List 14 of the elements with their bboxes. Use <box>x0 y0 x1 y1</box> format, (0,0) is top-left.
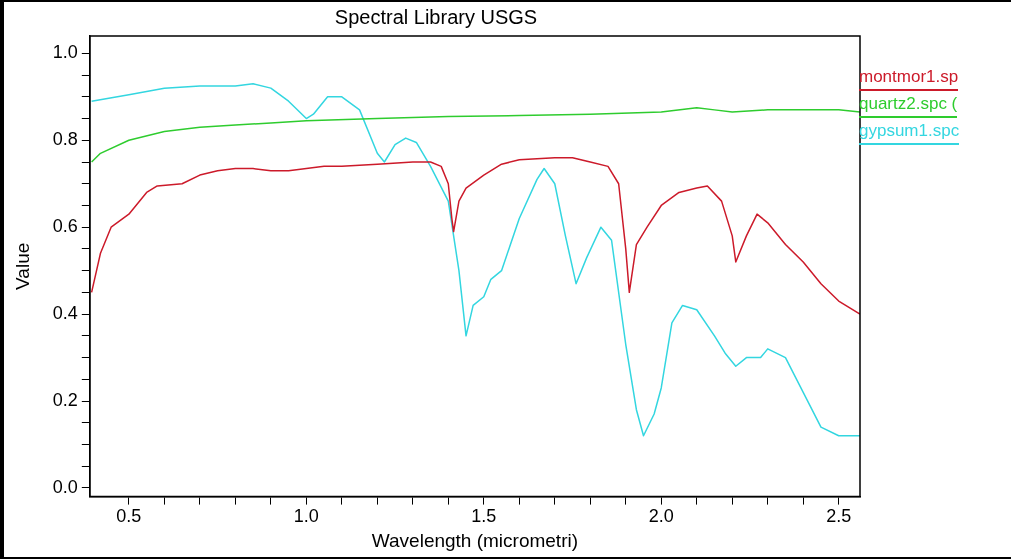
y-tick-label: 0.0 <box>52 476 78 497</box>
x-tick-label: 2.5 <box>826 506 852 527</box>
x-tick-label: 1.5 <box>471 506 497 527</box>
x-tick-label: 1.0 <box>293 506 319 527</box>
x-tick-label: 2.0 <box>648 506 674 527</box>
x-tick-label: 0.5 <box>116 506 142 527</box>
y-tick-label: 0.8 <box>52 129 78 150</box>
y-tick-label: 0.2 <box>52 389 78 410</box>
y-tick-label: 0.4 <box>52 303 78 324</box>
y-tick-label: 0.6 <box>52 216 78 237</box>
chart-title: Spectral Library USGS <box>334 5 538 28</box>
y-axis-title: Value <box>11 242 33 290</box>
x-axis-title: Wavelength (micrometri) <box>371 529 579 551</box>
y-tick-label: 1.0 <box>52 42 78 63</box>
